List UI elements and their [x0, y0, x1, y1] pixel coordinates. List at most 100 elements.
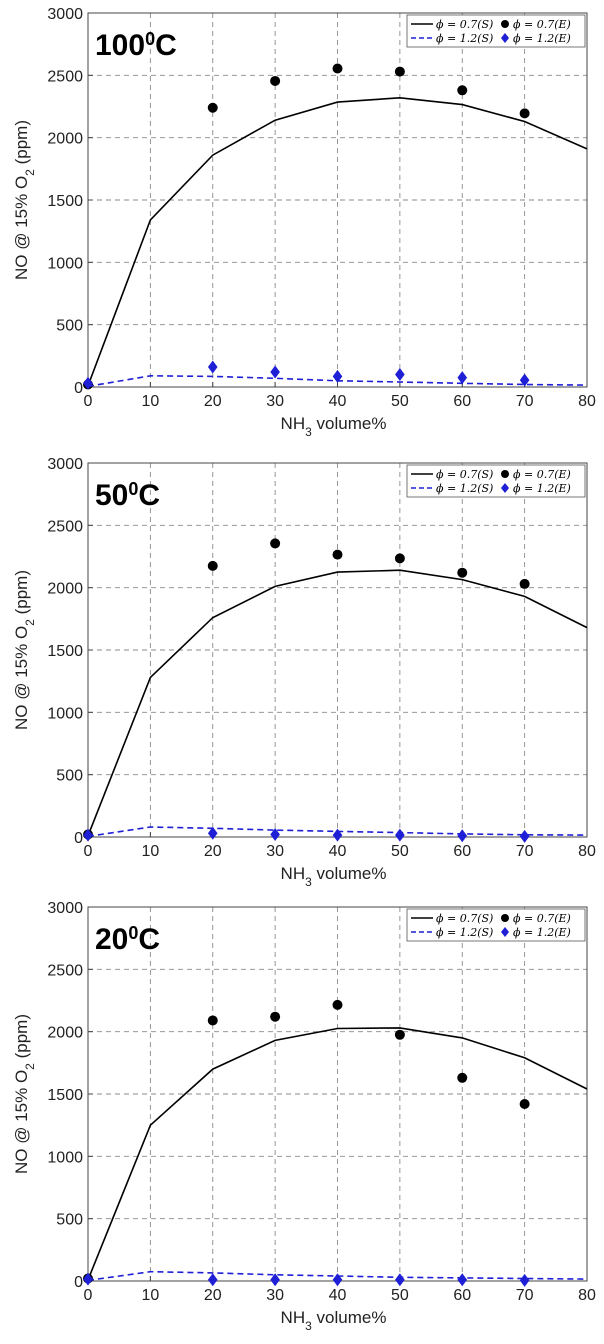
- y-tick-label: 2000: [47, 1025, 83, 1042]
- x-tick-label: 60: [453, 1287, 471, 1304]
- series-4: [83, 1272, 530, 1287]
- data-point: [270, 1273, 280, 1287]
- y-axis-label: NO @ 15% O2 (ppm): [12, 1014, 37, 1174]
- x-tick-label: 50: [391, 393, 409, 410]
- x-tick-label: 40: [329, 393, 347, 410]
- data-point: [332, 1273, 343, 1287]
- series-4: [83, 826, 530, 843]
- x-tick-label: 30: [266, 843, 284, 860]
- y-tick-label: 1500: [47, 643, 83, 660]
- y-tick-label: 500: [56, 318, 83, 335]
- legend-marker-swatch: [501, 483, 509, 493]
- y-tick-label: 1000: [47, 1149, 83, 1166]
- data-point: [457, 567, 468, 578]
- series-1: [87, 569, 588, 837]
- data-point: [457, 371, 468, 385]
- y-tick-label: 500: [56, 1212, 83, 1229]
- data-point: [457, 829, 468, 843]
- y-tick-label: 2000: [47, 131, 83, 148]
- x-tick-label: 80: [578, 843, 596, 860]
- data-point: [207, 826, 218, 840]
- x-tick-label: 20: [204, 843, 222, 860]
- legend-marker-swatch: [501, 927, 509, 937]
- legend-entry-label: ϕ = 1.2(E): [513, 482, 571, 495]
- legend: ϕ = 0.7(S) ϕ = 0.7(E) ϕ = 1.2(S) ϕ = 1.2(E): [406, 908, 586, 942]
- y-tick-label: 2000: [47, 581, 83, 598]
- data-point: [83, 828, 93, 842]
- data-point: [457, 1072, 468, 1083]
- series-1: [87, 96, 588, 387]
- y-tick-label: 1000: [47, 705, 83, 722]
- data-point: [519, 108, 530, 119]
- legend-entry-label: ϕ = 1.2(S): [436, 482, 493, 495]
- data-point: [519, 829, 530, 843]
- x-tick-label: 60: [453, 393, 471, 410]
- x-tick-label: 60: [453, 843, 471, 860]
- legend-entry-label: ϕ = 1.2(E): [513, 926, 571, 939]
- data-point: [395, 828, 405, 842]
- chart-panel-2: 0 10 20 30 40 50 60 70 80 0 500 1000 1500 2000 2500 300…: [12, 456, 596, 889]
- chart-panel-3: 0 10 20 30 40 50 60 70 80 0 500 1000 1500 2000 2500 300…: [12, 900, 596, 1333]
- data-point: [270, 828, 280, 842]
- x-tick-label: 40: [329, 843, 347, 860]
- series-4: [83, 360, 530, 390]
- series-1: [87, 1027, 588, 1281]
- data-point: [332, 828, 343, 842]
- legend: ϕ = 0.7(S) ϕ = 0.7(E) ϕ = 1.2(S) ϕ = 1.2(E): [406, 14, 586, 48]
- legend-entry-label: ϕ = 0.7(S): [436, 468, 493, 481]
- data-point: [207, 360, 218, 374]
- x-tick-label: 10: [141, 1287, 159, 1304]
- data-point: [519, 1273, 530, 1287]
- series-line: [87, 569, 588, 837]
- y-tick-label: 3000: [47, 900, 83, 917]
- x-tick-label: 0: [84, 1287, 93, 1304]
- y-tick-label: 2500: [47, 518, 83, 535]
- legend-entry-label: ϕ = 1.2(E): [513, 32, 571, 45]
- y-tick-label: 1000: [47, 255, 83, 272]
- legend-entry-label: ϕ = 1.2(S): [436, 32, 493, 45]
- y-tick-label: 3000: [47, 456, 83, 473]
- x-axis-label: NH3 volume%: [281, 1308, 387, 1333]
- x-tick-label: 0: [84, 393, 93, 410]
- legend-marker-swatch: [501, 33, 509, 43]
- x-tick-label: 70: [516, 393, 534, 410]
- data-point: [207, 560, 218, 571]
- x-axis-label: NH3 volume%: [281, 864, 387, 889]
- x-tick-label: 70: [516, 843, 534, 860]
- data-point: [207, 1273, 218, 1287]
- data-point: [394, 553, 405, 564]
- x-tick-label: 40: [329, 1287, 347, 1304]
- data-point: [519, 578, 530, 589]
- data-point: [83, 376, 93, 390]
- data-point: [207, 102, 218, 113]
- data-point: [394, 1029, 405, 1040]
- legend-entry-label: ϕ = 0.7(E): [513, 912, 571, 925]
- data-point: [270, 538, 281, 549]
- legend-box: [406, 908, 586, 942]
- x-tick-label: 50: [391, 843, 409, 860]
- x-axis-label: NH3 volume%: [281, 414, 387, 439]
- data-point: [394, 66, 405, 77]
- legend-marker-swatch: [501, 20, 509, 28]
- data-point: [332, 63, 343, 74]
- data-point: [519, 373, 530, 387]
- series-2: [83, 538, 530, 840]
- x-tick-label: 20: [204, 1287, 222, 1304]
- data-point: [519, 1098, 530, 1109]
- x-tick-label: 0: [84, 843, 93, 860]
- legend-entry-label: ϕ = 1.2(S): [436, 926, 493, 939]
- legend-entry-label: ϕ = 0.7(E): [513, 18, 571, 31]
- x-tick-label: 10: [141, 393, 159, 410]
- panel-title: 1000C: [95, 29, 177, 62]
- series-line: [87, 96, 588, 387]
- panel-title: 200C: [95, 923, 160, 956]
- chart-panel-1: 0 10 20 30 40 50 60 70 80 0 500 1000 1500 2000 2500 300…: [12, 6, 596, 439]
- y-tick-label: 1500: [47, 193, 83, 210]
- legend-entry-label: ϕ = 0.7(S): [436, 912, 493, 925]
- data-point: [457, 85, 468, 96]
- x-tick-label: 30: [266, 393, 284, 410]
- series-2: [83, 999, 530, 1284]
- x-tick-label: 50: [391, 1287, 409, 1304]
- y-tick-label: 3000: [47, 6, 83, 23]
- data-point: [395, 368, 405, 382]
